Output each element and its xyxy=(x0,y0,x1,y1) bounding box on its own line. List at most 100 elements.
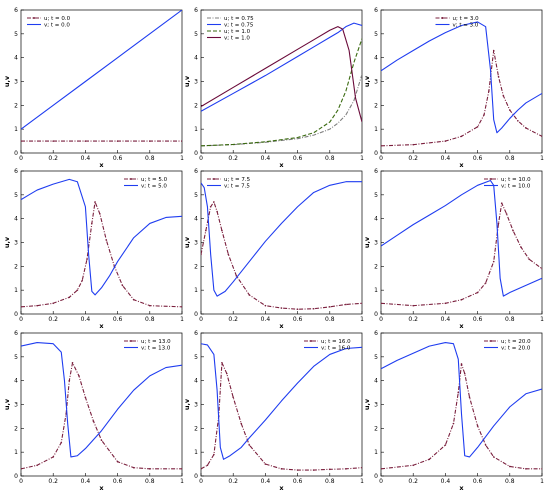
y-axis-label: u,v xyxy=(363,236,371,248)
series-point xyxy=(492,49,495,52)
series-point xyxy=(60,441,63,444)
x-tick-label: 0 xyxy=(19,155,23,162)
x-tick-label: 1 xyxy=(360,316,364,323)
x-tick-label: 0.8 xyxy=(145,478,155,485)
series-point xyxy=(361,302,362,305)
x-axis-label: x xyxy=(99,161,104,169)
x-axis-label: x xyxy=(459,484,464,492)
y-tick-label: 3 xyxy=(374,79,378,86)
legend-entry: v; t = 1.0 xyxy=(224,36,250,42)
y-tick-label: 2 xyxy=(14,263,18,270)
series-point xyxy=(476,291,479,294)
series-point xyxy=(201,468,202,470)
panel-7: 0 0.2 0.4 0.6 0.8 1 0 1 2 3 4 5 6 x u,v u; t = 13.0v; t… xyxy=(3,330,184,492)
x-tick-label: 0.2 xyxy=(228,316,238,323)
y-tick-label: 4 xyxy=(14,55,18,62)
x-tick-label: 0.2 xyxy=(408,478,418,485)
y-tick-label: 6 xyxy=(14,168,18,175)
panel-3: 0 0.2 0.4 0.6 0.8 1 0 1 2 3 4 5 6 x u,v u; t = 3.0v; t … xyxy=(363,7,544,169)
series-point xyxy=(517,120,519,122)
series-point xyxy=(528,258,530,260)
x-axis-label: x xyxy=(459,322,464,330)
x-tick-label: 0.4 xyxy=(81,478,91,485)
x-tick-label: 0.8 xyxy=(505,155,515,162)
legend-entry: v; t = 0.0 xyxy=(44,23,70,29)
series-point xyxy=(509,465,511,468)
x-tick-label: 0.8 xyxy=(505,316,515,323)
x-tick-label: 0.6 xyxy=(113,316,123,323)
series-line-2 xyxy=(381,179,542,297)
series-point xyxy=(84,396,87,399)
y-tick-label: 6 xyxy=(374,168,378,175)
y-tick-label: 5 xyxy=(374,31,378,38)
x-axis-label: x xyxy=(279,322,284,330)
y-tick-label: 1 xyxy=(14,126,18,133)
x-tick-label: 0.8 xyxy=(325,316,335,323)
plot-frame xyxy=(380,9,543,154)
y-tick-label: 6 xyxy=(194,7,198,14)
y-tick-label: 2 xyxy=(374,263,378,270)
y-tick-label: 2 xyxy=(194,102,198,109)
plot-frame xyxy=(200,332,363,477)
y-tick-label: 3 xyxy=(194,240,198,247)
series-point xyxy=(541,468,542,470)
y-tick-label: 5 xyxy=(14,31,18,38)
y-tick-label: 6 xyxy=(194,168,198,175)
series-point xyxy=(329,306,331,308)
y-tick-label: 0 xyxy=(374,311,378,318)
y-axis-label: u,v xyxy=(363,398,371,410)
y-tick-label: 0 xyxy=(14,473,18,480)
legend-entry: u; t = 20.0 xyxy=(501,339,531,345)
x-axis-label: x xyxy=(459,161,464,169)
y-tick-label: 5 xyxy=(374,354,378,361)
panel-4: 0 0.2 0.4 0.6 0.8 1 0 1 2 3 4 5 6 x u,v u; t = 5.0v; t … xyxy=(3,168,184,330)
legend: u; t = 7.5v; t = 7.5 xyxy=(207,177,251,190)
x-tick-label: 1 xyxy=(540,155,544,162)
legend: u; t = 5.0v; t = 5.0 xyxy=(124,177,168,190)
series-point xyxy=(497,75,500,78)
series-point xyxy=(205,229,207,232)
series-point xyxy=(444,140,447,142)
y-tick-label: 6 xyxy=(374,330,378,337)
plot-frame xyxy=(20,332,183,477)
x-axis-label: x xyxy=(99,484,104,492)
x-tick-label: 1 xyxy=(540,316,544,323)
legend-entry: u; t = 0.0 xyxy=(44,16,71,22)
plot-frame xyxy=(380,170,543,315)
series-point xyxy=(412,464,414,467)
x-tick-label: 0.6 xyxy=(473,316,483,323)
x-tick-label: 0.8 xyxy=(505,478,515,485)
series-point xyxy=(248,294,251,296)
y-tick-label: 1 xyxy=(194,126,198,133)
series-point xyxy=(497,222,500,225)
series-line-1 xyxy=(381,363,542,470)
x-tick-label: 0 xyxy=(19,316,23,323)
series-point xyxy=(52,140,54,142)
legend: u; t = 3.0v; t = 3.0 xyxy=(435,16,479,29)
series-point xyxy=(345,303,347,306)
series-point xyxy=(213,453,215,456)
series-point xyxy=(484,444,487,446)
series-point xyxy=(149,304,151,307)
x-tick-label: 0.2 xyxy=(48,155,58,162)
y-tick-label: 1 xyxy=(194,287,198,294)
x-tick-label: 1 xyxy=(360,155,364,162)
series-line-1 xyxy=(201,362,362,471)
series-point xyxy=(541,135,542,138)
series-point xyxy=(181,140,182,142)
series-point xyxy=(221,361,223,364)
series-point xyxy=(492,260,495,263)
series-point xyxy=(452,422,455,425)
panel-1: 0 0.2 0.4 0.6 0.8 1 0 1 2 3 4 5 6 x u,v u; t = 0.0v; t … xyxy=(3,7,184,169)
legend-entry: u; t = 7.5 xyxy=(224,177,251,183)
series-point xyxy=(381,145,382,147)
series-point xyxy=(463,372,466,375)
x-tick-label: 0.4 xyxy=(261,478,271,485)
y-tick-label: 3 xyxy=(14,240,18,247)
legend-entry: u; t = 16.0 xyxy=(321,339,351,345)
series-point xyxy=(36,304,38,307)
x-axis-label: x xyxy=(279,484,284,492)
series-line-2 xyxy=(201,22,362,112)
x-axis-label: x xyxy=(279,161,284,169)
series-point xyxy=(280,468,283,470)
